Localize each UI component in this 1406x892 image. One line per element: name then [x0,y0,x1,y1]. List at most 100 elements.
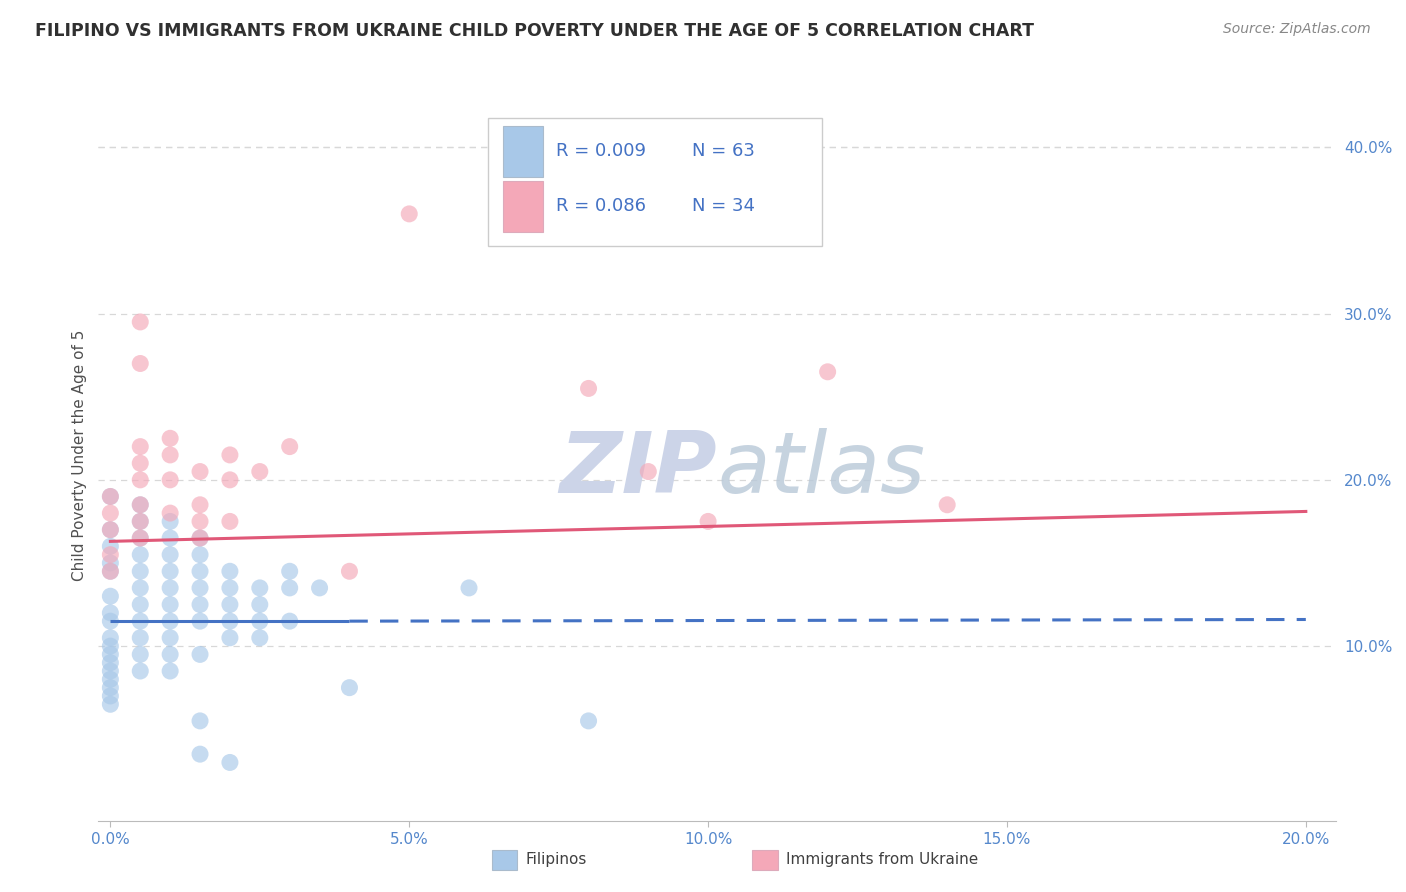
Point [100,698,122,712]
Point [219,598,242,612]
Point [100,564,122,578]
Text: Source: ZipAtlas.com: Source: ZipAtlas.com [1223,22,1371,37]
Point [219,631,242,645]
Point [100,614,122,628]
Point [100,490,122,504]
Point [697,515,720,529]
Point [100,506,122,520]
Point [100,639,122,653]
Point [129,315,152,329]
Point [100,564,122,578]
Point [129,456,152,470]
Text: ZIP: ZIP [560,428,717,511]
Point [129,515,152,529]
Point [129,664,152,678]
Point [100,606,122,620]
FancyBboxPatch shape [503,126,543,177]
Point [249,465,271,479]
Point [219,564,242,578]
Point [129,548,152,562]
Point [188,531,211,545]
Point [159,614,181,628]
Text: R = 0.086: R = 0.086 [557,197,647,215]
Point [159,631,181,645]
Point [129,531,152,545]
Point [129,614,152,628]
Point [578,714,600,728]
Point [159,564,181,578]
Point [129,581,152,595]
Point [129,473,152,487]
Point [278,581,301,595]
Text: Immigrants from Ukraine: Immigrants from Ukraine [786,853,979,867]
FancyBboxPatch shape [488,119,823,246]
Point [129,440,152,454]
Point [159,473,181,487]
Point [219,448,242,462]
Point [458,581,481,595]
Point [159,448,181,462]
Point [188,747,211,761]
Point [129,498,152,512]
Text: N = 34: N = 34 [692,197,755,215]
Point [936,498,959,512]
Point [249,614,271,628]
Point [100,656,122,670]
Text: atlas: atlas [717,428,925,511]
Point [100,523,122,537]
Point [188,515,211,529]
Point [159,515,181,529]
Point [159,548,181,562]
Point [100,490,122,504]
Point [339,564,361,578]
Point [129,515,152,529]
Point [188,714,211,728]
Point [159,598,181,612]
Point [129,598,152,612]
Point [100,673,122,687]
Point [398,207,420,221]
Point [278,614,301,628]
Point [100,689,122,703]
Point [578,381,600,395]
Point [308,581,330,595]
Point [637,465,659,479]
Point [278,440,301,454]
Point [100,556,122,570]
Point [488,182,510,196]
Point [188,465,211,479]
Text: R = 0.009: R = 0.009 [557,143,647,161]
Point [188,498,211,512]
Point [249,598,271,612]
Point [159,648,181,662]
Point [129,631,152,645]
Point [100,648,122,662]
Point [100,681,122,695]
Point [159,531,181,545]
Point [129,648,152,662]
Text: FILIPINO VS IMMIGRANTS FROM UKRAINE CHILD POVERTY UNDER THE AGE OF 5 CORRELATION: FILIPINO VS IMMIGRANTS FROM UKRAINE CHIL… [35,22,1035,40]
Point [100,631,122,645]
Point [129,531,152,545]
Point [159,506,181,520]
Point [129,564,152,578]
Point [188,564,211,578]
Point [339,681,361,695]
Text: Filipinos: Filipinos [526,853,588,867]
Point [219,473,242,487]
Point [188,614,211,628]
Point [100,523,122,537]
Point [100,539,122,553]
Point [129,356,152,370]
Point [219,614,242,628]
Text: N = 63: N = 63 [692,143,755,161]
Point [159,431,181,445]
Point [219,515,242,529]
Point [100,589,122,603]
Point [188,581,211,595]
Point [129,498,152,512]
Point [188,598,211,612]
FancyBboxPatch shape [503,180,543,232]
Point [188,548,211,562]
Point [159,581,181,595]
